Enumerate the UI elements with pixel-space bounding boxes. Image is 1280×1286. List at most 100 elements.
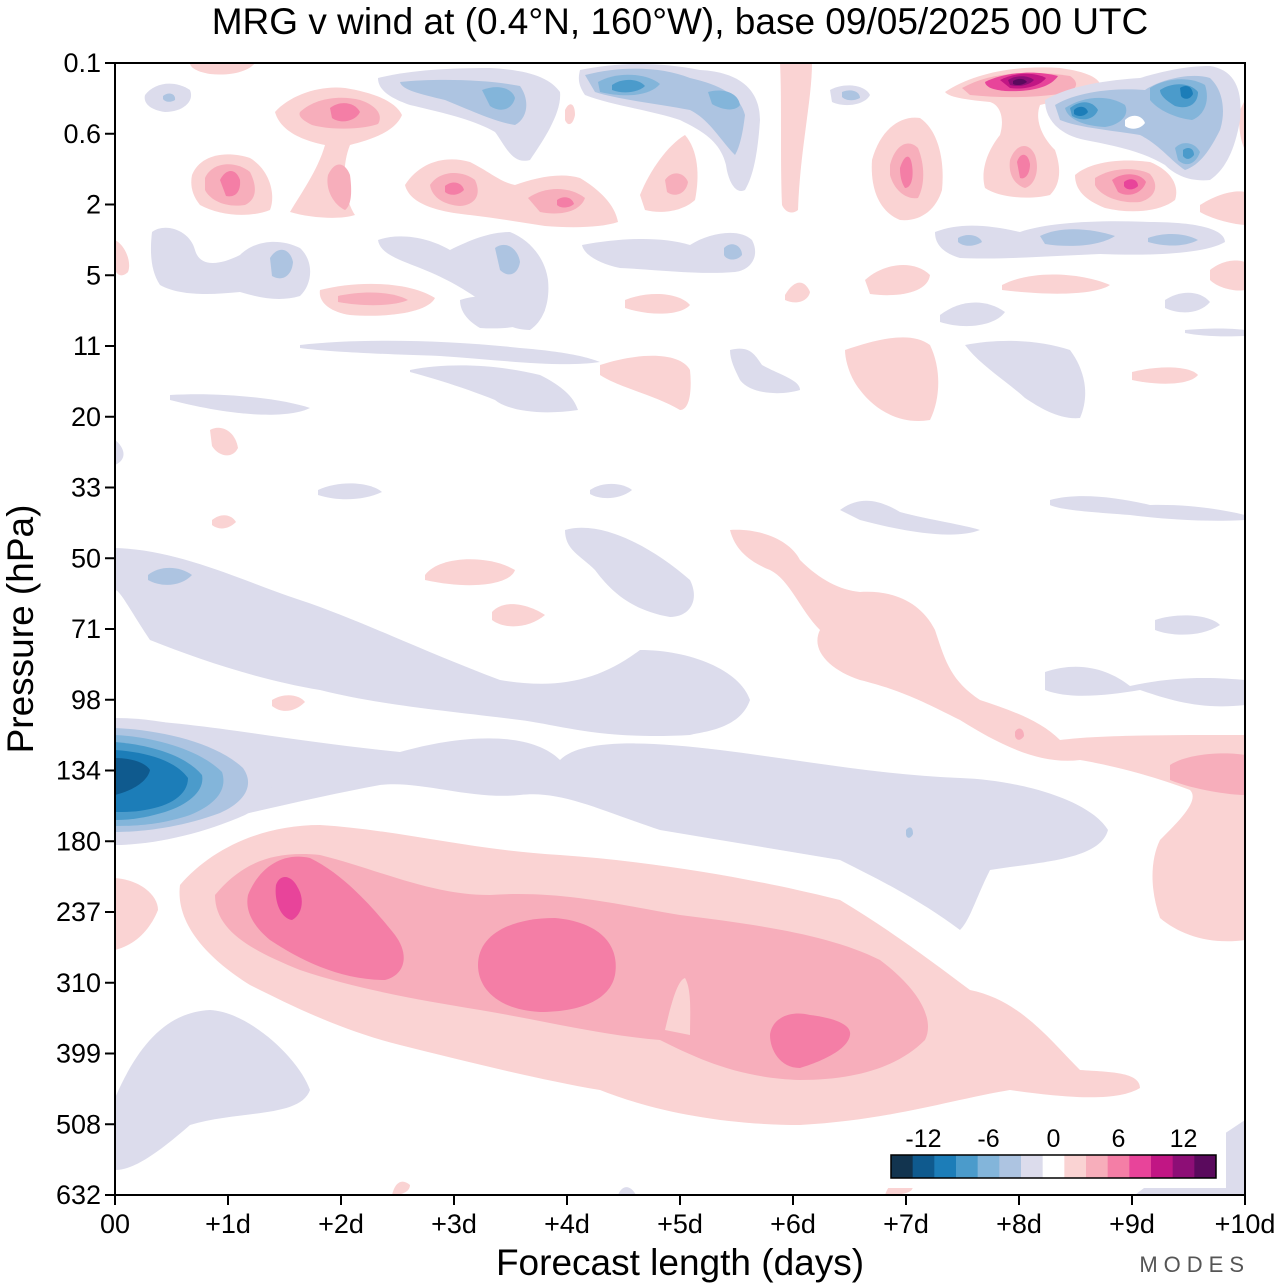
contour-neg-5b-core (724, 244, 742, 260)
contour-pos-lower-6c (770, 1013, 851, 1068)
x-axis: 00 +1d +2d +3d +4d +5d +6d +7d +8d +9d +10d (100, 1195, 1275, 1239)
x-tick-label: +3d (431, 1209, 477, 1239)
y-tick-label: 0.6 (63, 119, 101, 149)
y-tick-label: 5 (86, 260, 101, 290)
contour-pos-top-b-low (327, 164, 352, 210)
colorbar-swatch (1064, 1155, 1087, 1178)
contour-neg-topright-8 (1180, 86, 1193, 99)
contour-pos-blob-98 (272, 695, 305, 711)
colorbar-label: -6 (977, 1125, 999, 1153)
contour-pos-5c (785, 282, 810, 303)
contour-neg-50-core (148, 567, 192, 585)
y-tick-label: 310 (56, 968, 101, 998)
contour-pos-top-i-4 (1124, 179, 1138, 190)
contour-pos-right-134 (1170, 753, 1245, 795)
contour-neg-33d (1050, 496, 1245, 521)
y-axis-title: Pressure (hPa) (0, 505, 41, 754)
colorbar-label: 12 (1170, 1125, 1198, 1153)
colorbar-swatch (891, 1155, 914, 1178)
contour-pos-lower-notch (665, 978, 691, 1035)
y-tick-label: 11 (73, 331, 101, 361)
x-tick-label: 00 (100, 1209, 130, 1239)
contour-neg-33c (840, 500, 980, 535)
x-tick-label: +7d (883, 1209, 929, 1239)
contour-pos-top-e (640, 135, 698, 212)
contour-neg-right-98 (1045, 666, 1245, 707)
contour-pos-lower-8a (275, 877, 302, 920)
contour-pos-98-dot (1015, 728, 1024, 740)
contour-neg-2b-core3 (1148, 234, 1198, 246)
contour-neg-bottom-a (618, 1187, 636, 1195)
contour-pos-11a (600, 355, 691, 410)
contour-neg-top-c-4 (612, 79, 645, 93)
x-tick-label: +10d (1215, 1209, 1276, 1239)
colorbar-swatch (1107, 1155, 1130, 1178)
contour-neg-33a (318, 483, 382, 500)
colorbar-swatch (1086, 1155, 1109, 1178)
contour-pos-top-g-3 (900, 156, 913, 188)
contour-pos-top-a (190, 63, 255, 75)
y-tick-label: 180 (56, 826, 101, 856)
contour-pos-top-d-5 (557, 197, 574, 208)
contour-pos-top-c-3 (220, 171, 241, 197)
y-tick-label: 237 (56, 897, 101, 927)
contour-pos-top-h-low-core (1017, 154, 1030, 179)
colorbar-swatch (1042, 1155, 1065, 1178)
x-tick-label: +2d (318, 1209, 364, 1239)
contour-neg-11a (300, 340, 600, 365)
colorbar-swatch (956, 1155, 979, 1178)
colorbar-swatch (1172, 1155, 1195, 1178)
contour-neg-top-c-5 (708, 90, 740, 110)
y-tick-label: 399 (56, 1039, 101, 1069)
colorbar-swatch (1151, 1155, 1174, 1178)
x-tick-label: +1d (205, 1209, 251, 1239)
contour-neg-band-lower (115, 720, 1108, 930)
contour-neg-right-71 (1155, 615, 1220, 635)
contour-pos-top-j (1200, 191, 1245, 225)
y-axis: 0.1 0.6 2 5 11 20 33 50 71 98 134 180 237 310 399 508 63… (56, 48, 115, 1210)
contour-pos-blob-71 (492, 604, 545, 627)
contour-neg-2b-core1 (958, 235, 982, 246)
contour-pos-11b (845, 337, 939, 421)
contour-neg-top-d-core (842, 90, 860, 101)
contour-neg-5b (582, 232, 756, 273)
contour-neg-5c (460, 295, 545, 329)
colorbar-label: 6 (1112, 1125, 1126, 1153)
contour-neg-33b (590, 483, 632, 499)
x-axis-title: Forecast length (days) (496, 1242, 864, 1283)
contour-neg-11d (965, 340, 1086, 419)
contour-neg-11b (410, 365, 578, 413)
contour-neg-20 (170, 394, 310, 415)
contour-neg-5a (150, 227, 311, 299)
contour-pos-11c (1132, 367, 1198, 384)
contour-neg-upper-mid-1 (565, 527, 694, 617)
colorbar-label: 0 (1047, 1125, 1061, 1153)
y-tick-label: 0.1 (63, 48, 101, 78)
colorbar-frame (890, 1154, 1217, 1179)
y-tick-label: 632 (56, 1180, 101, 1210)
colorbar-label: -12 (905, 1125, 941, 1153)
x-tick-label: +4d (544, 1209, 590, 1239)
contour-pos-top-l (1239, 100, 1245, 150)
contour-pos-top-b-3 (330, 103, 360, 122)
contour-neg-lower-left (115, 1010, 310, 1170)
contour-neg-band-upper (115, 548, 750, 737)
contour-neg-2a-core (495, 244, 520, 275)
contour-neg-5e (1165, 292, 1210, 313)
colorbar-swatch (1021, 1155, 1044, 1178)
contour-pos-5g (115, 240, 130, 276)
contour-neg-topright-10 (1183, 147, 1194, 159)
contour-pos-top-d-3 (528, 189, 585, 214)
colorbar-swatch (934, 1155, 957, 1178)
contour-pos-left-237 (115, 878, 158, 950)
contour-pos-5d (865, 264, 930, 296)
contour-neg-11c (730, 348, 800, 394)
contour-neg-2b-core2 (1040, 229, 1115, 246)
colorbar-swatch (1129, 1155, 1152, 1178)
y-tick-label: 33 (71, 473, 101, 503)
colorbar-swatch (977, 1155, 1000, 1178)
contour-neg-topright-5 (1074, 106, 1088, 117)
x-tick-label: +6d (770, 1209, 816, 1239)
y-tick-label: 508 (56, 1109, 101, 1139)
